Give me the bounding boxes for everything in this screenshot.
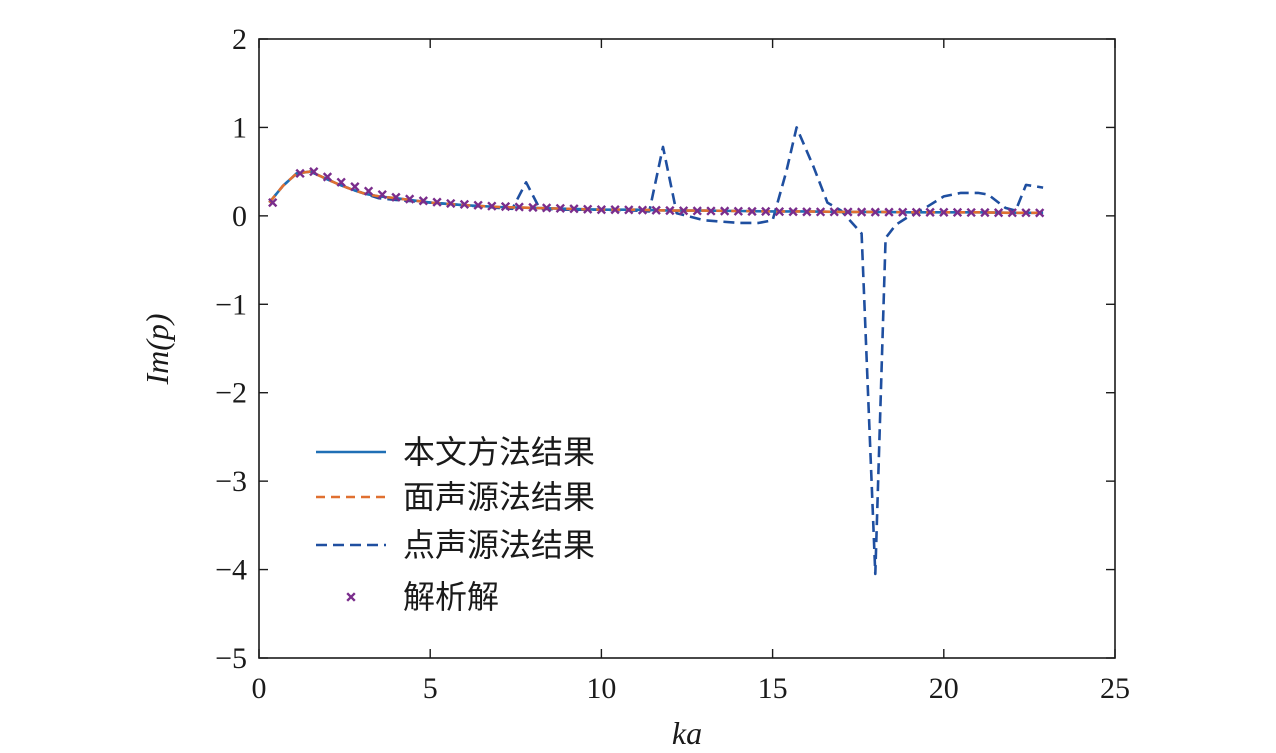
data-point-marker [583,204,593,214]
data-point-marker [336,177,346,187]
data-point-marker [952,207,963,218]
data-point-marker [541,203,552,213]
data-point-marker [1021,208,1031,218]
y-tick-label: −5 [215,642,247,675]
data-point-marker [569,204,579,214]
data-point-marker [856,207,867,217]
data-point-marker [665,205,675,216]
data-point-marker [350,182,360,192]
series-line-1 [268,170,1044,215]
data-point-marker [555,203,565,213]
data-point-marker [637,205,648,215]
x-tick-label: 15 [758,672,788,705]
data-point-marker [596,205,607,215]
data-point-marker [473,200,483,210]
data-point-marker [295,168,305,179]
legend-label: 面声源法结果 [403,478,595,516]
data-point-marker [1035,208,1045,218]
data-point-marker [418,196,429,206]
data-point-marker [377,189,387,200]
data-point-marker [432,197,442,207]
y-tick-label: −1 [215,288,247,321]
y-axis-label: Im(p) [139,313,175,385]
data-point-marker [761,206,771,217]
x-tick-label: 10 [586,672,616,705]
data-point-marker [528,202,538,213]
series-analytical-markers [268,166,1045,218]
data-point-marker [802,207,812,217]
data-point-marker [500,201,511,212]
data-point-marker [980,207,990,218]
y-tick-label: −2 [215,377,247,410]
data-point-marker [815,207,826,217]
data-point-marker [774,206,785,217]
data-point-marker [309,166,319,177]
series-line-2 [268,126,1044,576]
data-point-marker [884,207,894,217]
y-tick-label: 0 [232,200,247,233]
plot-series [268,126,1045,576]
data-point-marker [391,192,401,202]
data-point-marker [939,207,949,217]
data-point-marker [610,205,620,215]
y-tick-label: −3 [215,465,247,498]
y-tick-label: 2 [232,23,247,56]
x-tick-label: 25 [1100,672,1130,705]
x-tick-label: 20 [929,672,959,705]
legend-marker [346,592,356,602]
data-point-marker [692,206,702,216]
data-point-marker [322,172,333,182]
data-point-marker [459,199,470,210]
data-point-marker [651,205,661,215]
data-point-marker [829,207,839,217]
x-tick-label: 5 [423,672,438,705]
data-point-marker [487,201,497,211]
data-point-marker [733,206,744,216]
legend-label: 解析解 [403,578,499,616]
data-point-marker [268,197,278,208]
data-point-marker [898,207,908,217]
y-tick-label: 1 [232,111,247,144]
data-point-marker [514,202,524,212]
plot-frame [258,38,1116,659]
legend-label: 本文方法结果 [403,433,595,471]
data-point-marker [1007,208,1017,218]
data-point-marker [911,207,922,217]
data-point-marker [870,207,880,217]
data-point-marker [405,194,415,204]
data-point-marker [788,207,798,217]
data-point-marker [624,205,634,215]
data-point-marker [843,207,853,217]
data-point-marker [993,208,1004,218]
data-point-marker [446,198,456,209]
axis-ticks [258,38,1116,659]
data-point-marker [966,207,976,218]
data-point-marker [747,206,757,217]
y-tick-label: −4 [215,554,247,587]
data-point-marker [706,206,716,216]
data-point-marker [678,206,689,216]
x-tick-label: 0 [252,672,267,705]
data-point-marker [720,206,730,216]
x-axis-label: ka [672,715,702,751]
data-point-marker [363,186,374,196]
legend-label: 点声源法结果 [403,526,595,564]
data-point-marker [925,207,935,217]
